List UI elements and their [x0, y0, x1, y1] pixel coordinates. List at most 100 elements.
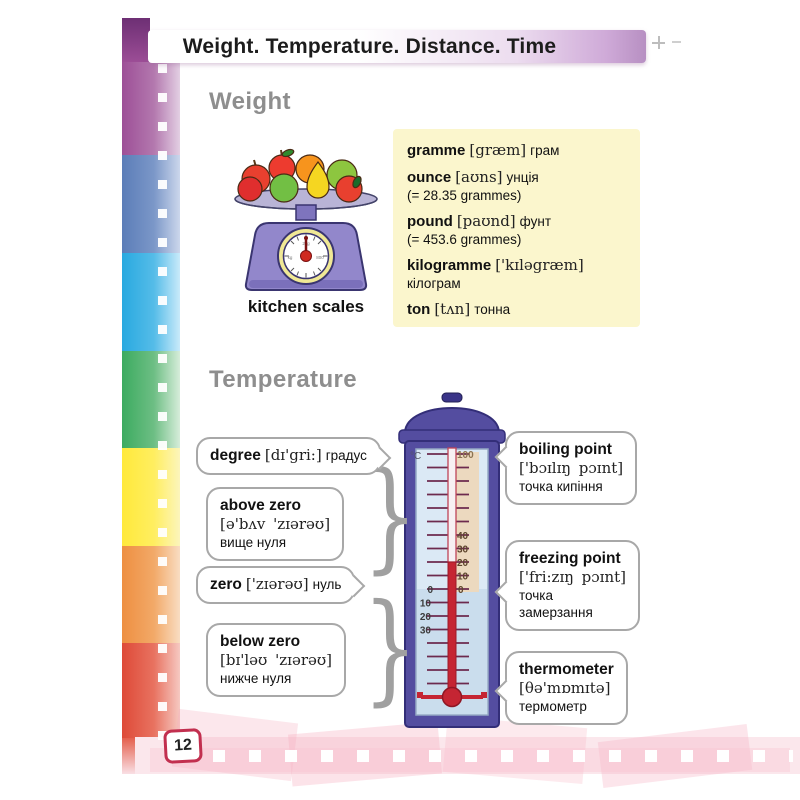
fruit-pile	[237, 148, 363, 203]
vocab-entry-ounce: ounce [aʊns] унція (= 28.35 grammes)	[407, 168, 626, 204]
callout-word: degree	[210, 447, 261, 464]
page-number-badge: 12	[163, 728, 203, 764]
scale-label-0-right: 0	[458, 585, 464, 596]
vocab-entry-pound: pound [paʊnd] фунт (= 453.6 grammes)	[407, 212, 626, 248]
scale-labels-right: 100 40 30 20 10 0	[457, 450, 474, 596]
scales-pedestal	[295, 204, 317, 221]
sidebar-band-blue	[122, 155, 180, 253]
callout-phonetic: ['zɪərəʊ]	[245, 575, 309, 593]
vocab-word: pound	[407, 213, 453, 230]
callout-translation: вище нуля	[220, 535, 287, 550]
scale-label-100: 100	[457, 450, 474, 461]
dial-label-right: 800	[316, 255, 324, 260]
callout-zero: zero ['zɪərəʊ] нуль	[196, 566, 366, 604]
vocab-word: ounce	[407, 169, 452, 186]
vocab-translation: фунт	[519, 214, 552, 229]
thermometer-bulb	[441, 686, 463, 708]
kitchen-scales-illustration: 2kg kg 800	[234, 148, 378, 291]
crop-mark-dash-icon	[672, 41, 681, 43]
vocab-phonetic: [tʌn]	[434, 300, 471, 318]
scale-label-minus20: 20	[420, 612, 432, 623]
thermometer-illustration: °C 100 40 30 20 10 0 0 10 20 30	[398, 392, 506, 728]
callout-phonetic: [dɪ'gri:]	[264, 446, 322, 464]
sidebar-band-yellow	[122, 448, 180, 546]
sidebar-band-orange	[122, 546, 180, 643]
callout-degree: degree [dɪ'gri:] градус	[196, 437, 392, 475]
bulb-crossbar-end-right	[481, 692, 487, 698]
vocab-phonetic: [græm]	[469, 141, 527, 159]
callout-phonetic: ['fri:zɪŋ pɔɪnt]	[519, 568, 627, 586]
below-zero-brace-icon: }	[362, 579, 418, 718]
scale-label-0-left: 0	[427, 585, 433, 596]
callout-above-zero: above zero [ə'bʌv 'zɪərəʊ] вище нуля	[206, 487, 345, 561]
thermometer-mercury	[447, 561, 457, 698]
callout-boiling-point: boiling point ['bɔɪlɪŋ pɔɪnt] точка кипі…	[494, 431, 638, 505]
callout-phonetic: [θə'mɒmɪtə]	[519, 679, 611, 697]
bulb-crossbar-end-left	[417, 692, 423, 698]
page-title: Weight. Temperature. Distance. Time	[182, 34, 557, 58]
vocab-note: (= 453.6 grammes)	[407, 232, 522, 247]
vocab-phonetic: [paʊnd]	[456, 212, 516, 230]
callout-freezing-point: freezing point ['fri:zɪŋ pɔɪnt] точка за…	[494, 540, 641, 631]
temperature-heading: Temperature	[209, 366, 358, 393]
scale-label-40: 40	[457, 531, 469, 542]
vocab-translation: кілограм	[407, 276, 461, 291]
sidebar-band-green	[122, 351, 180, 448]
callout-word: boiling point	[519, 441, 612, 458]
scale-label-10: 10	[457, 572, 469, 583]
callout-translation: нижче нуля	[220, 671, 292, 686]
title-bar-left-block	[122, 18, 150, 62]
scale-label-minus10: 10	[420, 599, 432, 610]
scale-label-20: 20	[457, 558, 469, 569]
dial-needle-tip	[304, 236, 308, 240]
callout-word: below zero	[220, 633, 301, 650]
callout-thermometer: thermometer [θə'mɒmɪtə] термометр	[494, 651, 628, 725]
callout-phonetic: ['bɔɪlɪŋ pɔɪnt]	[519, 459, 624, 477]
vocab-phonetic: [aʊns]	[455, 168, 503, 186]
vocab-translation: грам	[530, 143, 560, 158]
dial-ticks	[284, 234, 328, 278]
callout-phonetic: [ə'bʌv 'zɪərəʊ]	[220, 515, 331, 533]
callout-translation: точка замерзання	[519, 588, 593, 620]
scale-label-30: 30	[457, 545, 469, 556]
vocab-translation: тонна	[474, 302, 511, 317]
callout-translation: точка кипіння	[519, 479, 603, 494]
callout-word: freezing point	[519, 550, 621, 567]
vocab-entry-gramme: gramme [græm] грам	[407, 141, 626, 160]
celsius-unit-label: °C	[410, 451, 421, 462]
callout-word: above zero	[220, 497, 301, 514]
callout-translation: термометр	[519, 699, 587, 714]
callout-translation: нуль	[312, 577, 342, 592]
dial-needle-hub	[300, 250, 312, 262]
scales-caption: kitchen scales	[247, 297, 365, 316]
vocab-entry-kilogramme: kilogramme ['kɪləgræm] кілограм	[407, 256, 626, 292]
thermometer-tube	[447, 447, 457, 563]
weight-vocab-box: gramme [græm] грам ounce [aʊns] унція (= 28.…	[393, 129, 640, 327]
callout-word: thermometer	[519, 661, 614, 678]
thermometer-dome	[403, 407, 501, 433]
vocab-entry-ton: ton [tʌn] тонна	[407, 300, 626, 319]
sidebar-band-red	[122, 643, 180, 738]
callout-word: zero	[210, 576, 242, 593]
vocab-note: (= 28.35 grammes)	[407, 188, 522, 203]
title-bar: Weight. Temperature. Distance. Time	[148, 30, 646, 63]
vocab-word: gramme	[407, 142, 466, 159]
crop-mark-plus-icon	[652, 36, 665, 49]
weight-heading: Weight	[209, 88, 291, 115]
vocab-word: kilogramme	[407, 257, 492, 274]
dial-label-left: kg	[288, 255, 293, 260]
vocab-word: ton	[407, 301, 431, 318]
sidebar-dots-column	[158, 64, 167, 740]
page-number: 12	[173, 736, 193, 755]
callout-below-zero: below zero [bɪ'ləʊ 'zɪərəʊ] нижче нуля	[206, 623, 347, 697]
vocab-translation: унція	[506, 170, 539, 185]
callout-translation: градус	[325, 448, 367, 463]
sidebar-band-cyan	[122, 253, 180, 351]
scale-labels-left: 0 10 20 30	[420, 585, 434, 637]
footer-dots-row	[213, 750, 793, 762]
thermometer-knob	[441, 392, 463, 403]
scale-label-minus30: 30	[420, 626, 432, 637]
vocab-phonetic: ['kɪləgræm]	[495, 256, 584, 274]
callout-phonetic: [bɪ'ləʊ 'zɪərəʊ]	[220, 651, 333, 669]
